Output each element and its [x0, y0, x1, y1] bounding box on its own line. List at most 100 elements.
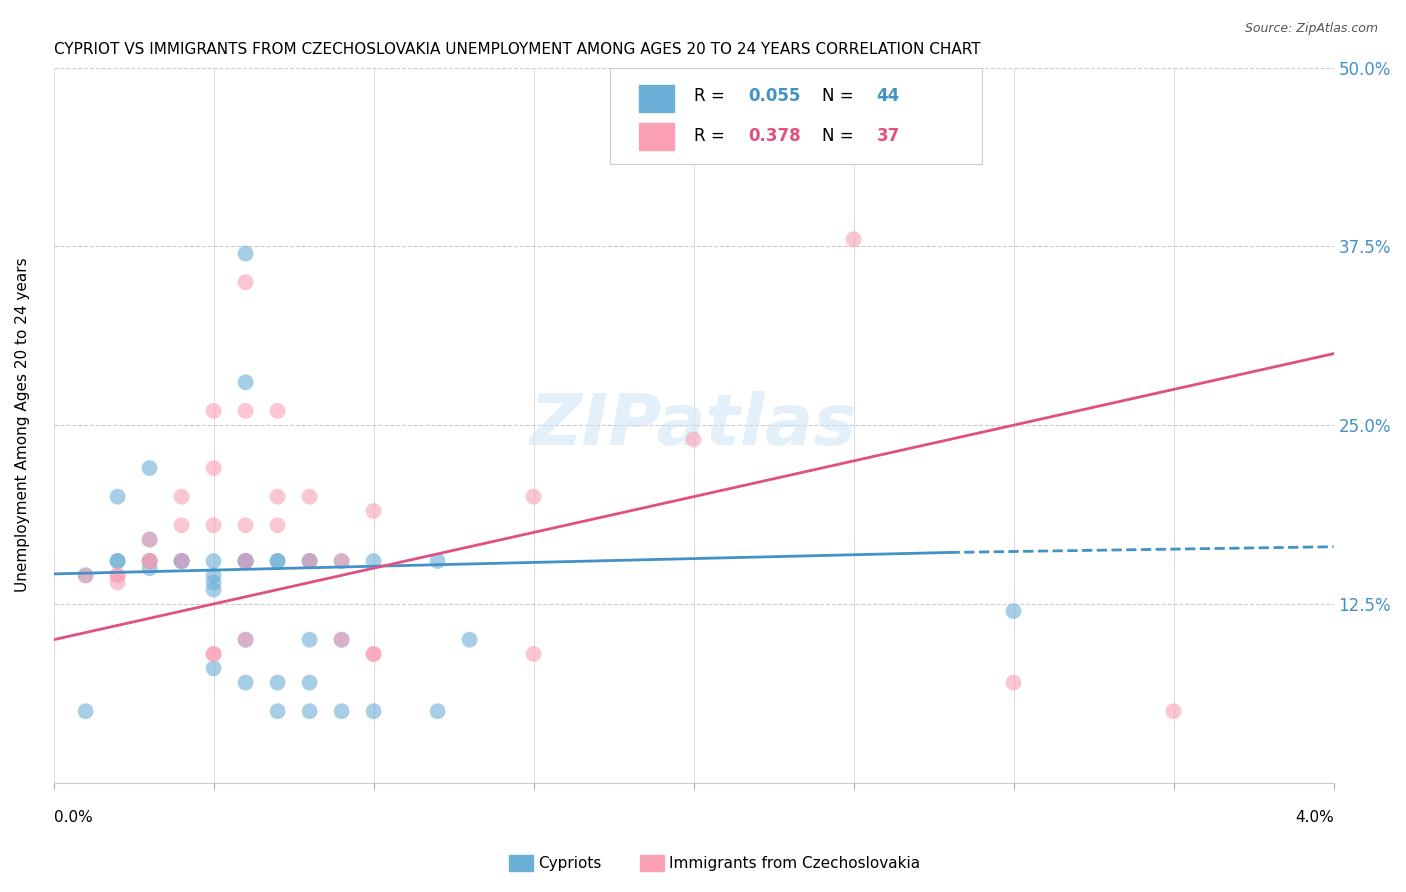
Point: [682, 433, 704, 447]
Point: [202, 582, 225, 597]
Point: [202, 661, 225, 675]
Point: [202, 404, 225, 418]
Point: [1002, 604, 1025, 618]
Point: [330, 632, 353, 647]
Text: 0.378: 0.378: [748, 127, 801, 145]
Point: [107, 490, 129, 504]
Point: [266, 490, 288, 504]
Bar: [638, 85, 675, 112]
Point: [842, 232, 865, 246]
Point: [75, 568, 97, 582]
Point: [107, 554, 129, 568]
Point: [363, 647, 385, 661]
Text: Immigrants from Czechoslovakia: Immigrants from Czechoslovakia: [669, 855, 921, 871]
Point: [202, 575, 225, 590]
Point: [842, 61, 865, 75]
Point: [266, 404, 288, 418]
Point: [138, 561, 160, 575]
FancyBboxPatch shape: [610, 68, 981, 164]
Point: [363, 504, 385, 518]
Text: N =: N =: [821, 127, 859, 145]
Point: [235, 632, 257, 647]
Point: [298, 675, 321, 690]
Point: [298, 704, 321, 718]
Text: N =: N =: [821, 87, 859, 105]
Point: [138, 533, 160, 547]
Point: [235, 518, 257, 533]
Point: [235, 554, 257, 568]
Text: 0.0%: 0.0%: [53, 810, 93, 825]
Point: [363, 647, 385, 661]
Point: [107, 554, 129, 568]
Point: [138, 554, 160, 568]
Point: [170, 518, 193, 533]
Point: [170, 554, 193, 568]
Point: [330, 632, 353, 647]
Point: [426, 704, 449, 718]
Point: [138, 554, 160, 568]
Point: [298, 554, 321, 568]
Point: [266, 554, 288, 568]
Point: [330, 554, 353, 568]
Point: [298, 554, 321, 568]
Point: [235, 554, 257, 568]
Point: [202, 518, 225, 533]
Point: [170, 554, 193, 568]
Text: R =: R =: [693, 127, 730, 145]
Point: [266, 554, 288, 568]
Text: R =: R =: [693, 87, 730, 105]
Point: [266, 675, 288, 690]
Point: [235, 404, 257, 418]
Point: [107, 575, 129, 590]
Point: [138, 554, 160, 568]
Point: [235, 246, 257, 260]
Point: [266, 518, 288, 533]
Point: [107, 568, 129, 582]
Point: [202, 461, 225, 475]
Point: [170, 490, 193, 504]
Point: [235, 554, 257, 568]
Y-axis label: Unemployment Among Ages 20 to 24 years: Unemployment Among Ages 20 to 24 years: [15, 258, 30, 592]
Point: [363, 704, 385, 718]
Bar: [638, 123, 675, 151]
Point: [138, 461, 160, 475]
Text: 4.0%: 4.0%: [1295, 810, 1333, 825]
Point: [138, 533, 160, 547]
Point: [298, 554, 321, 568]
Point: [138, 554, 160, 568]
Point: [170, 554, 193, 568]
Text: Cypriots: Cypriots: [538, 855, 602, 871]
Text: 0.055: 0.055: [748, 87, 801, 105]
Text: ZIPatlas: ZIPatlas: [530, 391, 858, 459]
Point: [1163, 704, 1185, 718]
Point: [235, 376, 257, 390]
Point: [330, 554, 353, 568]
Point: [298, 632, 321, 647]
Point: [522, 647, 544, 661]
Text: 44: 44: [876, 87, 900, 105]
Point: [235, 554, 257, 568]
Point: [107, 568, 129, 582]
Point: [235, 632, 257, 647]
Point: [266, 704, 288, 718]
Point: [363, 554, 385, 568]
Point: [426, 554, 449, 568]
Text: Source: ZipAtlas.com: Source: ZipAtlas.com: [1244, 22, 1378, 36]
Text: 37: 37: [876, 127, 900, 145]
Point: [202, 647, 225, 661]
Text: CYPRIOT VS IMMIGRANTS FROM CZECHOSLOVAKIA UNEMPLOYMENT AMONG AGES 20 TO 24 YEARS: CYPRIOT VS IMMIGRANTS FROM CZECHOSLOVAKI…: [53, 42, 980, 57]
Point: [170, 554, 193, 568]
Point: [235, 554, 257, 568]
Point: [458, 632, 481, 647]
Point: [235, 275, 257, 289]
Point: [202, 568, 225, 582]
Point: [202, 554, 225, 568]
Point: [75, 704, 97, 718]
Point: [1002, 675, 1025, 690]
Point: [235, 675, 257, 690]
Point: [330, 704, 353, 718]
Point: [522, 490, 544, 504]
Point: [75, 568, 97, 582]
Point: [298, 490, 321, 504]
Point: [202, 647, 225, 661]
